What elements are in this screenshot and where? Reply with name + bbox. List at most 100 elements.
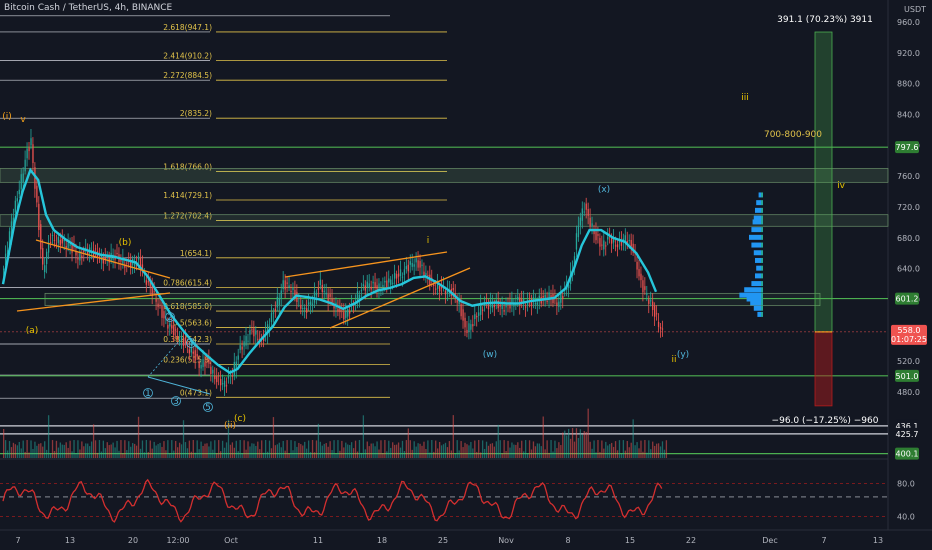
volume-bar xyxy=(206,443,208,458)
volume-bar xyxy=(225,442,228,458)
volume-bar xyxy=(431,440,433,458)
volume-bar xyxy=(128,441,130,458)
candle-body xyxy=(196,353,198,357)
candle-body xyxy=(221,383,224,385)
volume-bar xyxy=(327,446,329,458)
candle-body xyxy=(650,300,652,302)
volume-bar xyxy=(499,440,501,458)
candle-body xyxy=(505,304,507,308)
time-tick-label: 7 xyxy=(15,536,20,545)
candle-body xyxy=(397,273,400,277)
volume-bar xyxy=(130,446,132,458)
volume-bar xyxy=(380,440,382,458)
volume-bar xyxy=(611,442,613,458)
volume-bar xyxy=(325,443,327,458)
wave-label: (c) xyxy=(234,414,246,424)
candle-body xyxy=(534,303,537,305)
wave-label: (x) xyxy=(598,185,610,195)
volume-profile-bar xyxy=(751,242,761,248)
candle-body xyxy=(597,234,599,236)
fib-level-label: 0.786(615.4) xyxy=(163,279,212,288)
candle-body xyxy=(24,159,26,172)
candle-body xyxy=(374,282,376,289)
volume-bar xyxy=(16,445,18,458)
volume-bar xyxy=(18,441,20,458)
candle-body xyxy=(214,375,216,380)
volume-bar xyxy=(601,440,603,458)
volume-bar xyxy=(276,444,278,458)
volume-bar xyxy=(313,452,316,458)
wave-count-circle xyxy=(186,338,196,348)
volume-bar xyxy=(341,440,343,458)
candle-body xyxy=(309,301,312,305)
price-tick-label: 960.0 xyxy=(897,18,920,27)
volume-bar xyxy=(335,453,337,458)
candle-body xyxy=(171,325,173,329)
volume-bar xyxy=(456,440,458,458)
volume-bar xyxy=(466,444,468,458)
candle-body xyxy=(280,290,282,299)
fib-level-label: 0.236(515.8) xyxy=(163,355,212,364)
volume-bar xyxy=(446,447,449,458)
volume-bar xyxy=(552,451,554,458)
candle-body xyxy=(362,284,365,287)
candle-body xyxy=(188,349,191,354)
candle-body xyxy=(311,303,314,306)
price-tick-label: 640.0 xyxy=(897,265,920,274)
volume-bar xyxy=(8,441,11,458)
candle-body xyxy=(307,302,310,305)
candle-body xyxy=(149,281,151,287)
candle-body xyxy=(654,305,656,317)
volume-bar xyxy=(509,447,511,458)
volume-bar xyxy=(153,441,155,458)
candle-body xyxy=(304,307,306,310)
candle-body xyxy=(167,325,169,329)
volume-bar xyxy=(448,441,451,458)
volume-bar xyxy=(567,428,570,458)
volume-bar xyxy=(120,440,122,458)
volume-bar xyxy=(55,440,58,458)
volume-bar xyxy=(564,430,566,458)
candle-body xyxy=(573,256,576,267)
volume-bar xyxy=(470,441,472,458)
volume-profile-bar xyxy=(761,281,763,287)
volume-bar xyxy=(435,440,437,458)
candle-body xyxy=(620,240,623,246)
volume-bar xyxy=(94,440,97,458)
candle-body xyxy=(595,231,597,241)
volume-profile-bar xyxy=(761,311,763,317)
volume-bar xyxy=(577,438,580,458)
candle-body xyxy=(472,324,474,327)
candle-body xyxy=(169,323,171,327)
volume-bar xyxy=(343,447,345,458)
volume-profile-bar xyxy=(761,300,763,306)
candle-body xyxy=(296,291,298,303)
volume-bar xyxy=(474,440,476,458)
volume-bar xyxy=(401,440,404,458)
price-tick-label: 840.0 xyxy=(897,111,920,120)
volume-bar xyxy=(368,446,370,458)
trend-line xyxy=(16,292,171,312)
wave-count-circle xyxy=(203,402,213,412)
countdown-text: 01:07:25 xyxy=(891,335,927,344)
moving-average-line xyxy=(1,167,658,375)
volume-bar xyxy=(280,447,282,458)
volume-bar xyxy=(200,441,202,458)
candle-body xyxy=(208,358,210,364)
volume-bar xyxy=(397,442,400,458)
candle-body xyxy=(266,324,269,335)
candle-body xyxy=(409,261,411,265)
volume-bar xyxy=(292,450,294,458)
volume-bar xyxy=(278,442,280,458)
candle-body xyxy=(345,311,347,318)
volume-bar xyxy=(85,443,87,458)
volume-bar xyxy=(407,428,409,458)
volume-bar xyxy=(161,446,163,458)
volume-bar xyxy=(622,440,625,458)
candle-body xyxy=(67,242,69,249)
fib-level-label: 0.618(585.0) xyxy=(163,302,212,311)
volume-bar xyxy=(79,449,81,458)
volume-bar xyxy=(444,442,447,458)
volume-bar xyxy=(145,440,148,458)
